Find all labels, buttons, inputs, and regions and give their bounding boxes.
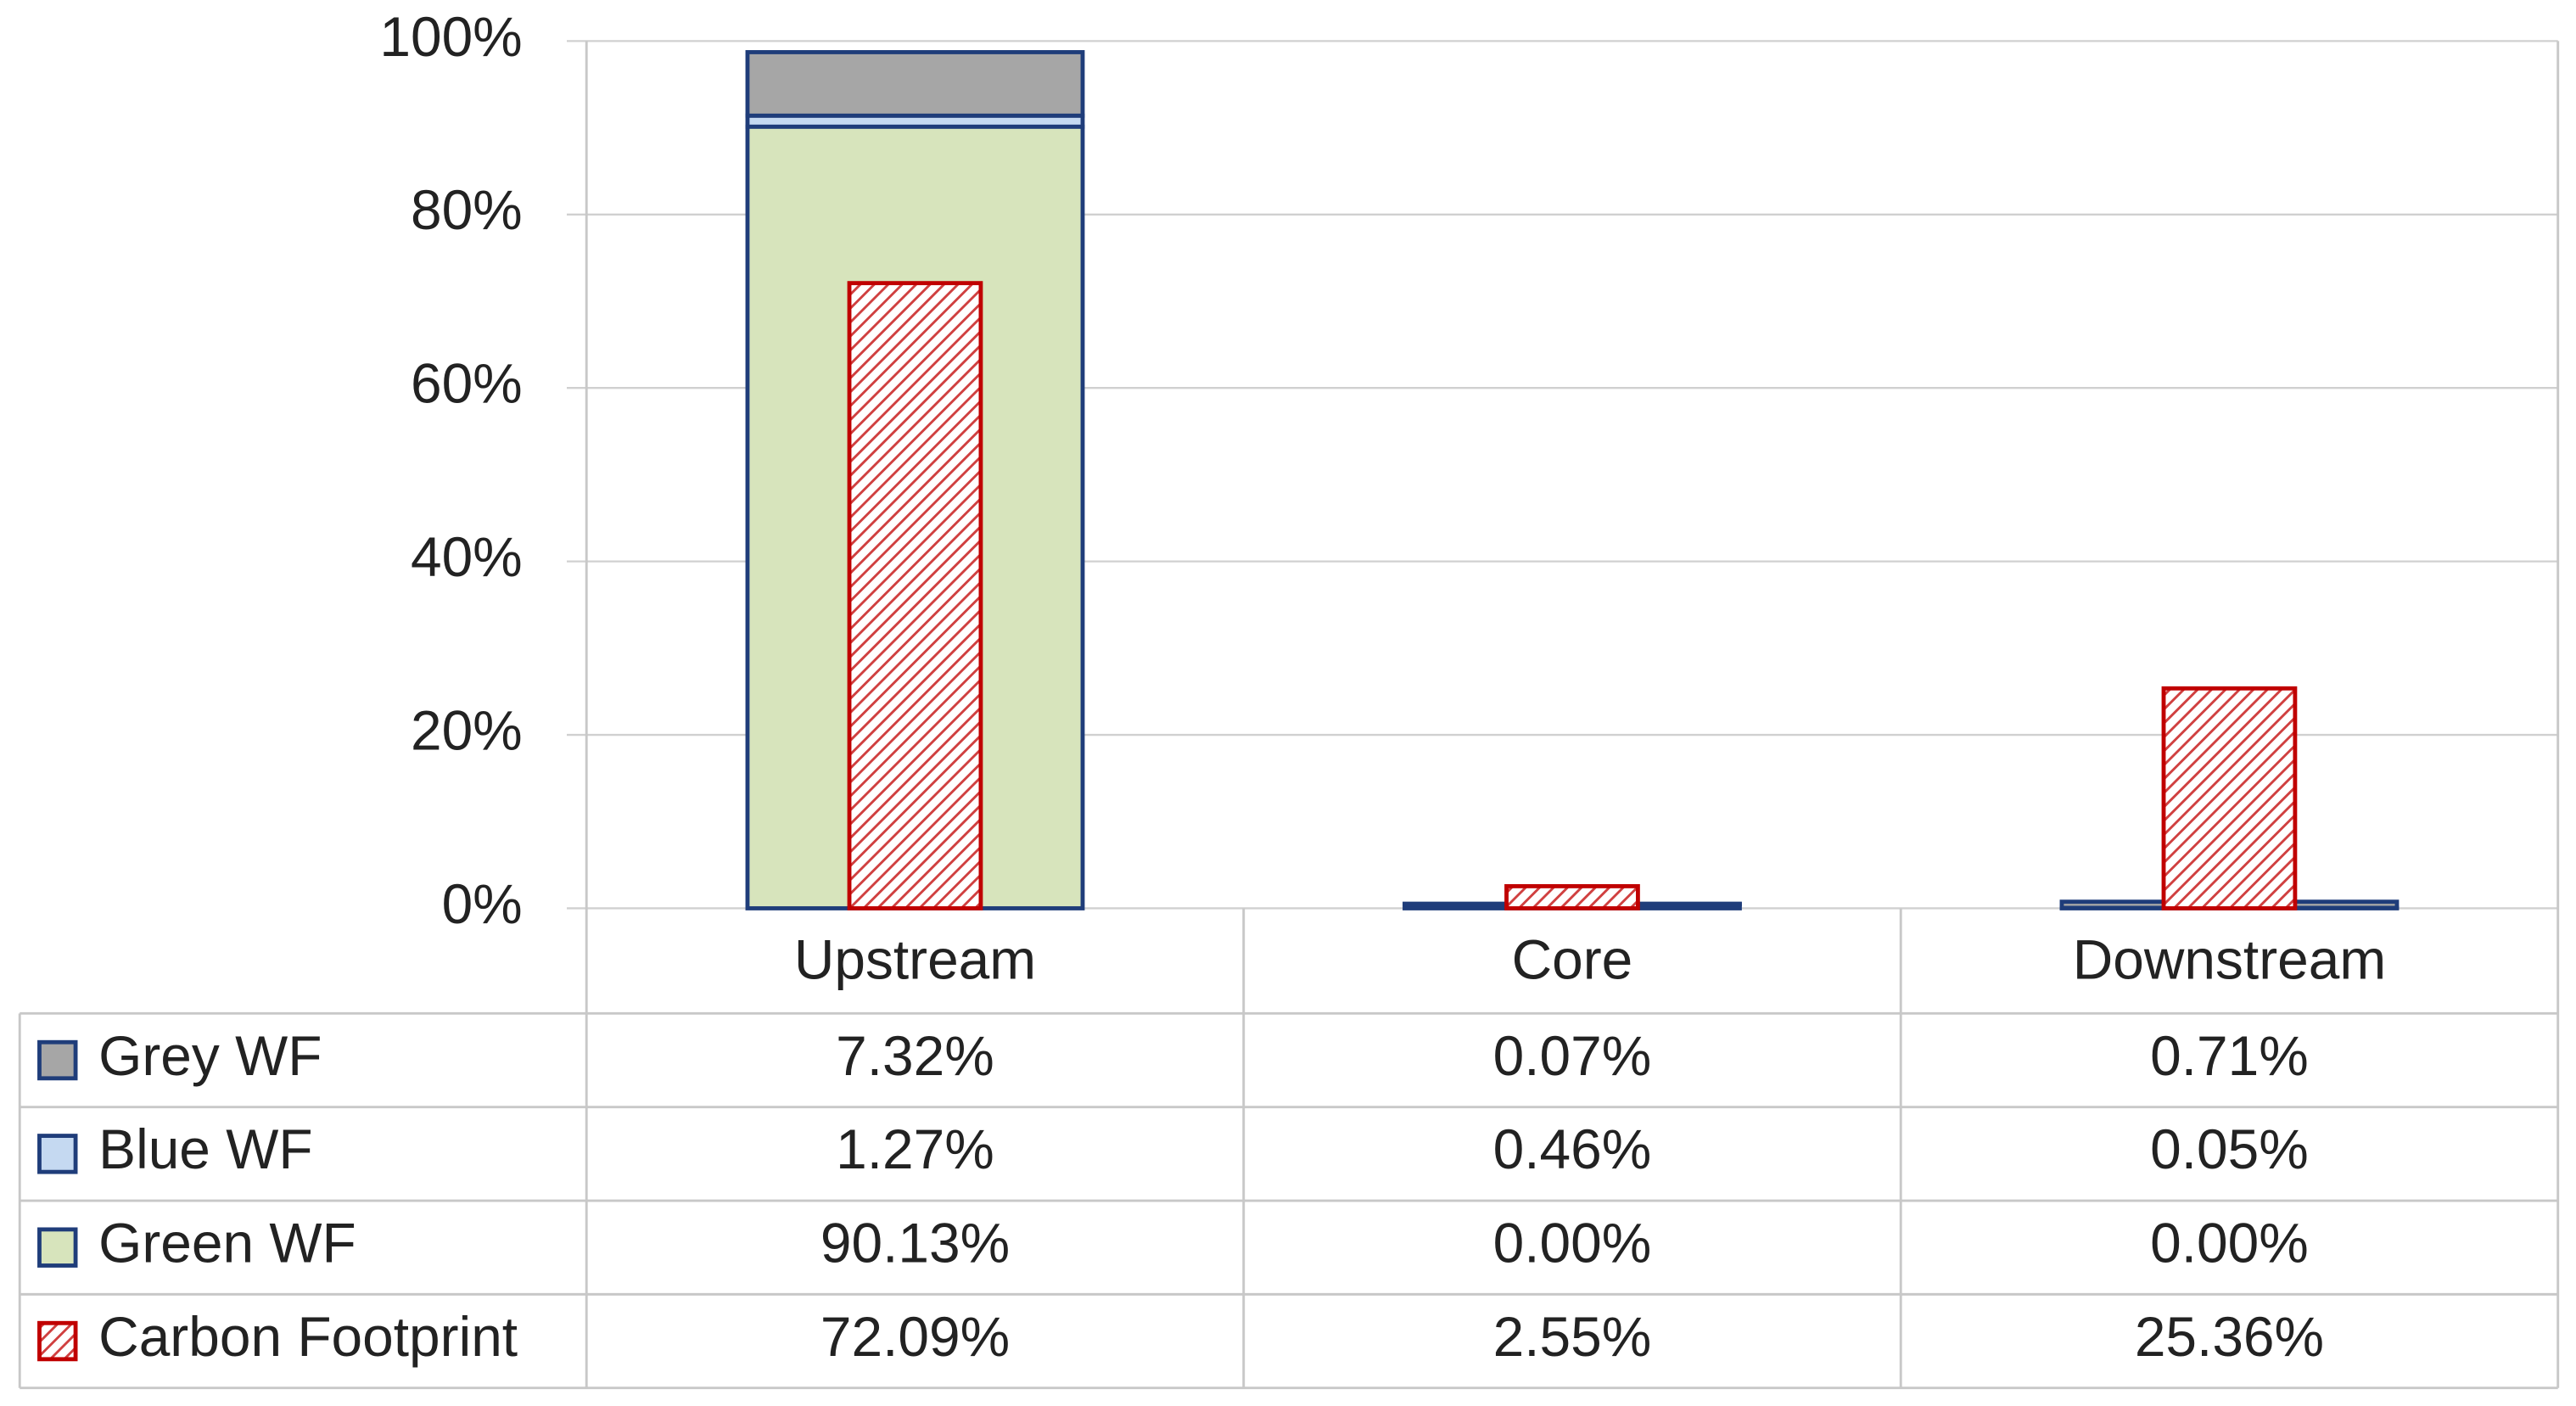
table-cell: 2.55% xyxy=(1493,1305,1652,1368)
table-cell: 0.00% xyxy=(1493,1212,1652,1274)
x-tick-label: Core xyxy=(1512,928,1633,991)
y-tick-label: 100% xyxy=(379,5,522,68)
legend-label: Blue WF xyxy=(98,1118,312,1180)
carbon-bar xyxy=(2161,686,2298,910)
y-tick-label: 60% xyxy=(411,352,523,415)
legend-label: Carbon Footprint xyxy=(98,1305,518,1368)
x-tick-label: Upstream xyxy=(794,928,1036,991)
y-tick-label: 40% xyxy=(411,525,523,588)
table-cell: 0.05% xyxy=(2150,1118,2309,1180)
carbon-bar xyxy=(1504,883,1640,910)
legend-key xyxy=(37,1039,78,1081)
table-cell: 72.09% xyxy=(820,1305,1010,1368)
table-cell: 0.71% xyxy=(2150,1024,2309,1087)
legend-label: Green WF xyxy=(98,1212,356,1274)
carbon-bar xyxy=(847,281,983,910)
table-cell: 0.07% xyxy=(1493,1024,1652,1087)
legend-label: Grey WF xyxy=(98,1024,322,1087)
table-cell: 90.13% xyxy=(820,1212,1010,1274)
legend-key xyxy=(37,1320,78,1362)
table-cell: 25.36% xyxy=(2135,1305,2324,1368)
table-cell: 0.00% xyxy=(2150,1212,2309,1274)
y-tick-label: 0% xyxy=(442,872,523,935)
table-cell: 7.32% xyxy=(836,1024,994,1087)
table-cell: 0.46% xyxy=(1493,1118,1652,1180)
legend-key xyxy=(37,1134,78,1174)
bar-segment xyxy=(745,50,1085,118)
table-cell: 1.27% xyxy=(836,1118,994,1180)
y-tick-label: 80% xyxy=(411,178,523,241)
x-tick-label: Downstream xyxy=(2073,928,2386,991)
legend-key xyxy=(37,1227,78,1268)
y-tick-label: 20% xyxy=(411,698,523,761)
